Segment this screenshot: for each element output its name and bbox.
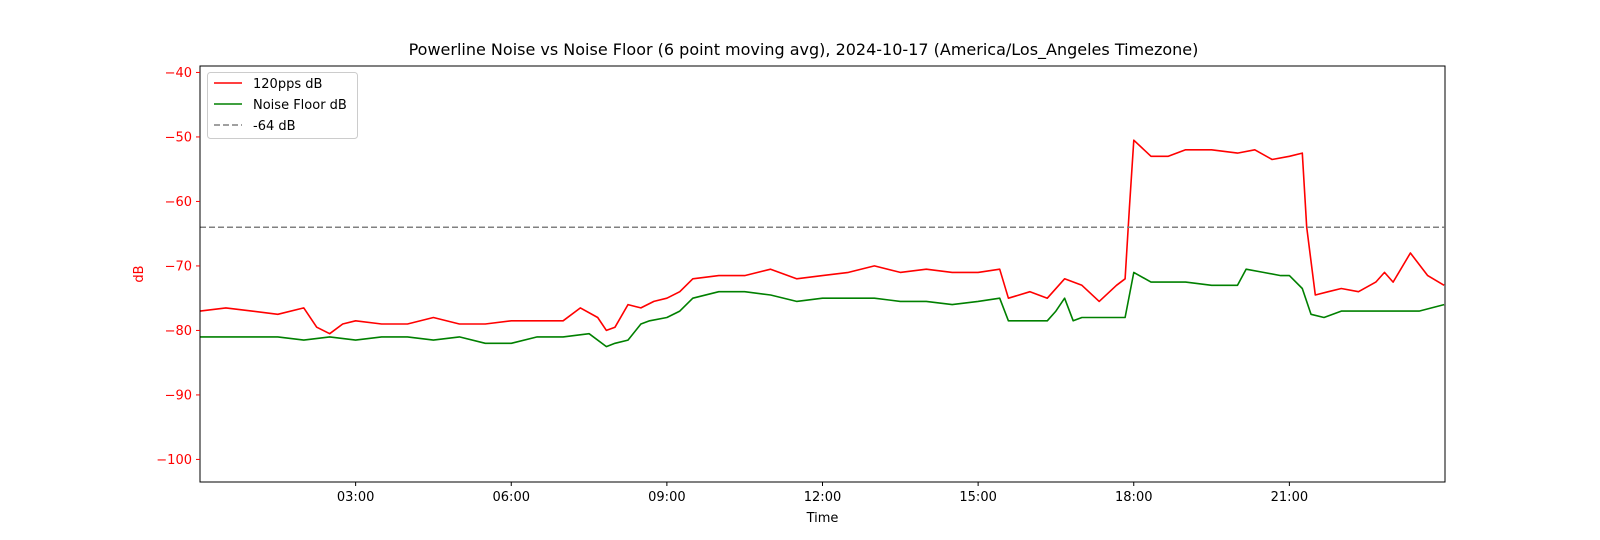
plot-area (199, 65, 1446, 483)
legend-label-noise-floor: Noise Floor dB (253, 98, 347, 113)
legend-label-threshold: -64 dB (253, 119, 296, 134)
series-layer (200, 139, 1445, 348)
y-tick-label: −40 (165, 66, 192, 81)
y-tick-label: −70 (165, 259, 192, 274)
y-tick-label: −60 (165, 195, 192, 210)
x-tick-label: 09:00 (648, 490, 685, 505)
y-axis: −40 −50 −60 −70 −80 −90 −100 (156, 66, 200, 468)
legend-box (207, 72, 358, 139)
x-axis-title: Time (806, 511, 839, 526)
y-tick-label: −100 (156, 453, 192, 468)
x-tick-label: 12:00 (804, 490, 841, 505)
legend-label-120pps: 120pps dB (253, 77, 322, 92)
series-line-0 (200, 139, 1445, 335)
x-tick-label: 03:00 (337, 490, 374, 505)
y-tick-label: −90 (165, 388, 192, 403)
series-line-1 (200, 268, 1445, 348)
x-tick-label: 18:00 (1115, 490, 1152, 505)
y-axis-title: dB (132, 265, 147, 282)
x-tick-label: 06:00 (493, 490, 530, 505)
x-tick-label: 21:00 (1271, 490, 1308, 505)
chart-title: Powerline Noise vs Noise Floor (6 point … (409, 40, 1199, 60)
legend: 120pps dB Noise Floor dB -64 dB (207, 72, 358, 139)
y-tick-label: −50 (165, 130, 192, 145)
y-tick-label: −80 (165, 324, 192, 339)
x-axis: 03:00 06:00 09:00 12:00 15:00 18:00 21:00 (337, 482, 1308, 505)
x-tick-label: 15:00 (959, 490, 996, 505)
